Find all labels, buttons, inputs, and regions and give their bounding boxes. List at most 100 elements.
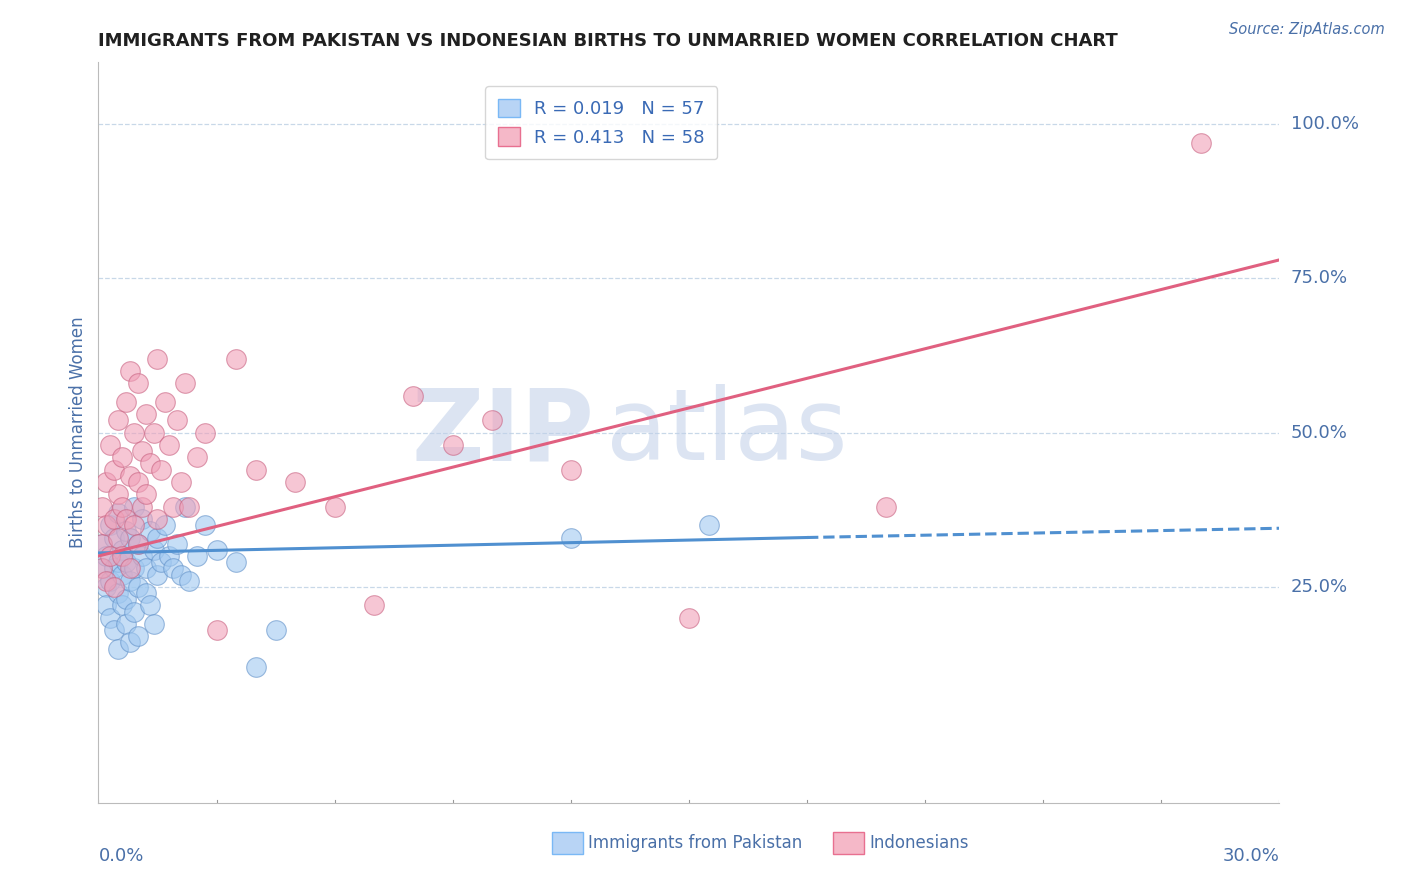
Point [131,549,153,563]
Point [146,512,169,526]
Text: 0.0%: 0.0% [98,847,143,865]
Point [115,394,138,409]
Point [103,531,125,545]
Point [155,394,177,409]
Point [1189,136,1212,150]
Text: Immigrants from Pakistan: Immigrants from Pakistan [588,834,803,852]
Point [150,462,173,476]
Point [162,561,184,575]
Point [111,450,134,465]
Point [146,531,169,545]
Point [96,574,118,588]
Point [122,561,145,575]
Point [138,524,160,539]
Point [186,450,208,465]
Point [284,475,307,489]
Point [177,574,200,588]
Point [103,580,125,594]
Point [122,425,145,440]
Point [115,592,138,607]
Point [96,475,118,489]
Point [131,500,153,514]
Text: Indonesians: Indonesians [869,834,969,852]
Point [127,536,149,550]
Point [177,500,200,514]
Point [118,561,141,575]
Point [245,462,267,476]
Point [96,599,118,613]
Y-axis label: Births to Unmarried Women: Births to Unmarried Women [69,317,87,549]
Point [138,457,160,471]
Point [323,500,346,514]
Point [118,531,141,545]
Point [91,561,114,575]
Point [103,512,125,526]
Point [107,487,129,501]
Point [127,580,149,594]
Text: 50.0%: 50.0% [1291,424,1347,442]
Point [142,542,165,557]
Point [107,586,129,600]
Point [111,549,134,563]
Point [157,438,180,452]
Point [146,567,169,582]
Point [264,623,287,637]
Point [98,438,121,452]
Point [107,531,129,545]
Point [107,555,129,569]
Point [245,660,267,674]
Legend: R = 0.019   N = 57, R = 0.413   N = 58: R = 0.019 N = 57, R = 0.413 N = 58 [485,87,717,160]
Point [194,425,217,440]
Point [96,549,118,563]
Point [111,567,134,582]
Point [98,611,121,625]
Text: 30.0%: 30.0% [1223,847,1279,865]
Point [131,444,153,458]
Point [107,413,129,427]
Point [142,425,165,440]
Point [135,487,157,501]
Point [118,364,141,378]
Point [402,389,425,403]
Text: ZIP: ZIP [412,384,595,481]
Point [205,542,228,557]
Point [135,407,157,421]
Text: 100.0%: 100.0% [1291,115,1358,133]
Point [118,574,141,588]
Point [225,351,247,366]
Text: Source: ZipAtlas.com: Source: ZipAtlas.com [1229,22,1385,37]
Text: atlas: atlas [606,384,848,481]
Point [146,351,169,366]
Point [131,512,153,526]
Point [91,536,114,550]
Point [127,475,149,489]
Point [122,500,145,514]
Point [166,413,188,427]
Point [441,438,464,452]
Point [162,500,184,514]
Point [194,518,217,533]
Point [115,524,138,539]
Point [127,376,149,391]
Point [142,616,165,631]
Point [157,549,180,563]
Point [103,561,125,575]
Point [560,531,582,545]
Point [122,518,145,533]
Point [96,580,118,594]
Point [127,536,149,550]
Point [560,462,582,476]
Point [170,475,193,489]
Point [103,462,125,476]
Point [111,500,134,514]
Point [122,605,145,619]
Point [98,518,121,533]
Point [118,635,141,649]
Point [98,549,121,563]
Point [118,468,141,483]
Point [174,376,197,391]
Point [170,567,193,582]
Point [103,623,125,637]
Point [127,629,149,643]
Point [107,641,129,656]
